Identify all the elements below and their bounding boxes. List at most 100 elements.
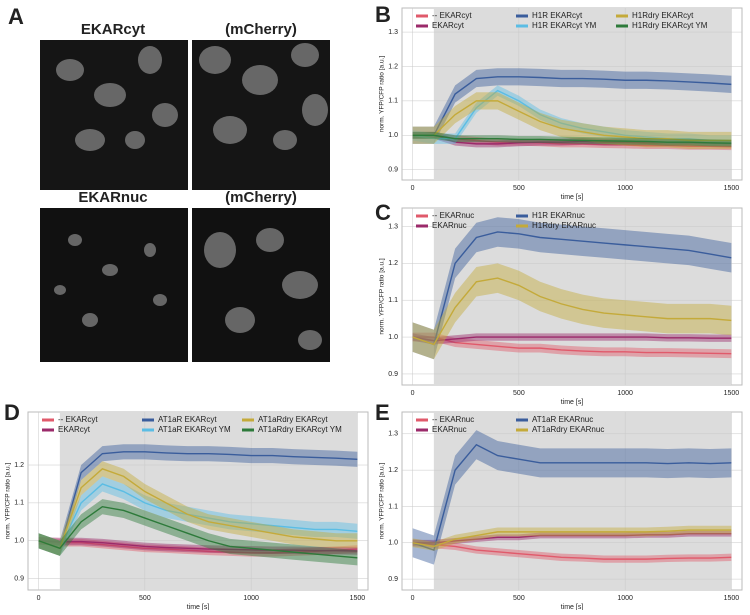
panel-label: C: [375, 200, 391, 225]
series-line: [412, 336, 732, 355]
legend-label: AT1aRdry EKARnuc: [532, 425, 604, 434]
x-tick-label: 0: [411, 595, 415, 602]
panel-label: D: [4, 400, 20, 425]
panel-label: E: [375, 400, 390, 425]
y-tick-label: 1.0: [388, 132, 398, 139]
y-tick-label: 1.2: [14, 462, 24, 469]
stimulus-region: [433, 208, 732, 385]
image-label: (mCherry): [225, 21, 297, 38]
series-line: [412, 529, 732, 548]
series-line: [412, 277, 732, 346]
legend-label: H1R EKARnuc: [532, 211, 585, 220]
legend-label: H1Rdry EKARcyt YM: [632, 21, 708, 30]
series-line: [38, 483, 358, 550]
x-tick-label: 500: [513, 185, 525, 192]
stimulus-region: [433, 8, 732, 180]
panel-label: B: [375, 2, 391, 27]
error-band: [412, 68, 732, 144]
stimulus-region: [59, 412, 358, 590]
y-tick-label: 1.0: [388, 540, 398, 547]
error-band: [412, 263, 732, 360]
y-axis-label: norm. YFP/CFP ratio [a.u.]: [379, 56, 386, 133]
series-line: [412, 89, 732, 142]
legend-label: -- EKARnuc: [432, 211, 474, 220]
series-line: [412, 231, 732, 346]
x-tick-label: 1000: [617, 390, 633, 397]
series-line: [412, 100, 732, 142]
error-band: [38, 444, 358, 556]
x-tick-label: 500: [513, 390, 525, 397]
legend-label: -- EKARcyt: [432, 11, 472, 20]
y-axis-label: norm. YFP/CFP ratio [a.u.]: [379, 258, 386, 335]
error-band: [412, 539, 732, 563]
panel-label: A: [8, 4, 24, 29]
error-band: [412, 333, 732, 345]
series-line: [412, 134, 732, 145]
error-band: [412, 92, 732, 150]
x-tick-label: 500: [139, 595, 151, 602]
y-tick-label: 1.0: [14, 538, 24, 545]
y-tick-label: 0.9: [14, 575, 24, 582]
legend-label: AT1aRdry EKARcyt: [258, 415, 328, 424]
x-tick-label: 1500: [724, 390, 740, 397]
x-axis-label: time [s]: [561, 604, 584, 610]
y-tick-label: 1.2: [388, 467, 398, 474]
series-line: [412, 134, 732, 148]
x-axis-label: time [s]: [187, 604, 210, 610]
y-tick-label: 1.1: [388, 98, 398, 105]
series-line: [412, 443, 732, 551]
legend-label: EKARnuc: [432, 425, 467, 434]
series-line: [38, 468, 358, 550]
legend-label: AT1aR EKARnuc: [532, 415, 593, 424]
series-line: [412, 134, 732, 144]
legend-label: H1R EKARcyt YM: [532, 21, 597, 30]
y-axis-label: norm. YFP/CFP ratio [a.u.]: [5, 463, 12, 540]
image-label: EKARcyt: [81, 21, 145, 38]
error-band: [412, 430, 732, 565]
y-tick-label: 1.3: [388, 431, 398, 438]
x-tick-label: 0: [37, 595, 41, 602]
legend-label: H1Rdry EKARcyt: [632, 11, 694, 20]
legend-label: H1R EKARcyt: [532, 11, 583, 20]
x-axis-label: time [s]: [561, 194, 584, 201]
error-band: [38, 461, 358, 556]
micrograph: [192, 208, 330, 362]
x-tick-label: 1000: [243, 595, 259, 602]
micrograph: [192, 40, 330, 190]
series-line: [412, 542, 732, 560]
error-band: [38, 536, 358, 557]
micrograph: [40, 208, 188, 362]
legend-label: EKARnuc: [432, 221, 467, 230]
y-tick-label: 0.9: [388, 371, 398, 378]
y-tick-label: 0.9: [388, 167, 398, 174]
series-line: [412, 532, 732, 544]
y-tick-label: 1.1: [388, 297, 398, 304]
y-tick-label: 1.2: [388, 63, 398, 70]
legend-label: EKARcyt: [432, 21, 465, 30]
error-band: [38, 499, 358, 566]
legend-label: AT1aR EKARcyt YM: [158, 425, 231, 434]
legend-label: EKARcyt: [58, 425, 91, 434]
series-line: [38, 505, 358, 559]
x-tick-label: 1500: [350, 595, 366, 602]
y-tick-label: 1.3: [388, 29, 398, 36]
legend-label: AT1aRdry EKARcyt YM: [258, 425, 342, 434]
legend-label: -- EKARcyt: [58, 415, 98, 424]
y-tick-label: 1.0: [388, 334, 398, 341]
series-line: [38, 540, 358, 554]
x-tick-label: 0: [411, 390, 415, 397]
series-line: [412, 76, 732, 136]
series-line: [38, 451, 358, 550]
x-tick-label: 1500: [724, 185, 740, 192]
x-axis-label: time [s]: [561, 399, 584, 406]
x-tick-label: 1500: [724, 595, 740, 602]
legend-label: H1Rdry EKARnuc: [532, 221, 596, 230]
image-label: (mCherry): [225, 189, 297, 206]
y-axis-label: norm. YFP/CFP ratio [a.u.]: [379, 463, 386, 540]
y-tick-label: 1.3: [388, 223, 398, 230]
stimulus-region: [433, 412, 732, 590]
error-band: [412, 217, 732, 360]
y-tick-label: 0.9: [388, 576, 398, 583]
